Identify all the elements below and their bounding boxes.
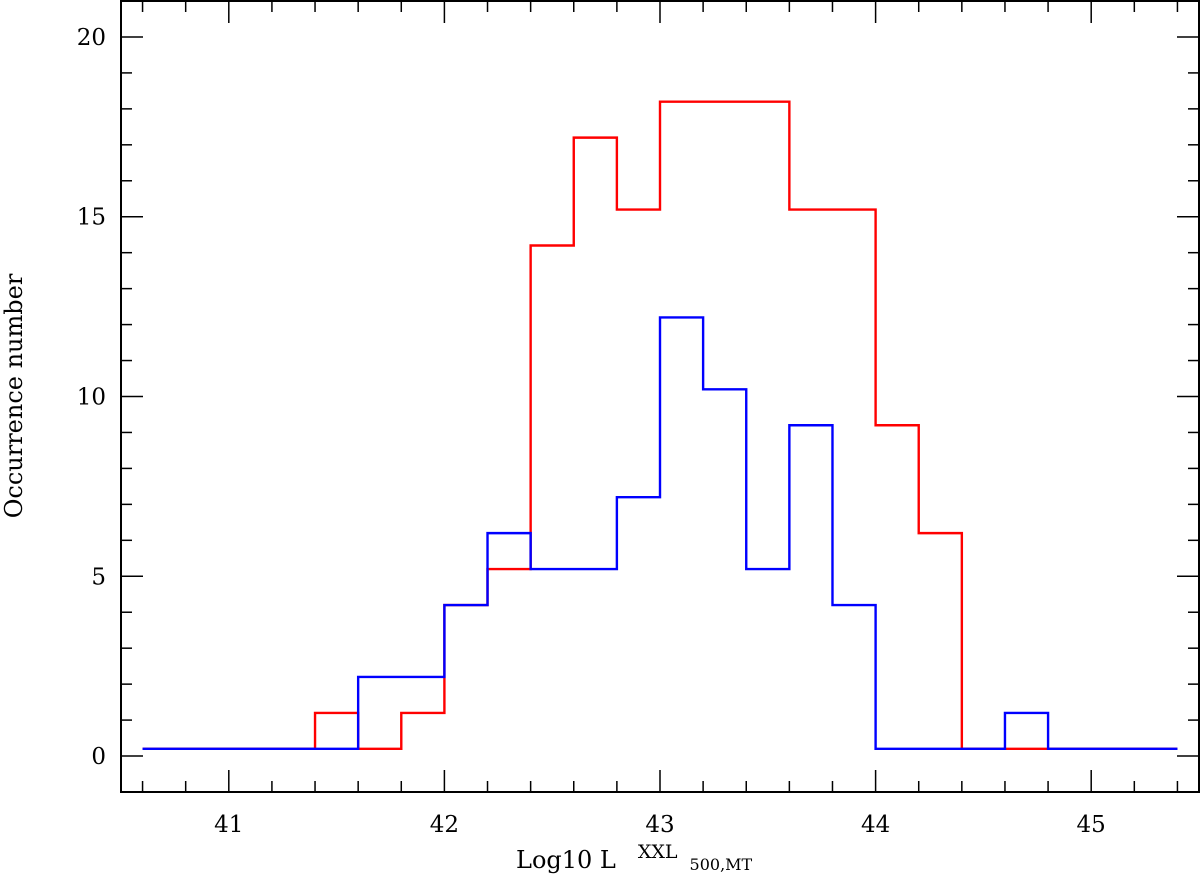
x-tick-label: 45	[1077, 812, 1106, 838]
x-tick-label: 42	[430, 812, 459, 838]
y-tick-label: 0	[91, 744, 106, 770]
histogram-series-1	[142, 100, 1178, 751]
x-axis-label-subscript: 500,MT	[690, 855, 753, 874]
y-axis-label: Occurrence number	[0, 273, 28, 518]
y-tick-label: 5	[91, 564, 106, 590]
x-tick-label: 41	[214, 812, 243, 838]
x-tick-label: 44	[861, 812, 890, 838]
y-tick-label: 15	[77, 205, 106, 231]
x-tick-label: 43	[645, 812, 674, 838]
ticks-layer: 41 42 43 44 45 0 5 10 15 20	[77, 0, 1199, 838]
y-tick-label: 20	[77, 25, 106, 51]
series-layer	[142, 100, 1178, 751]
x-axis-label: Log10 L XXL 500,MT	[516, 841, 753, 874]
x-axis-label-main: Log10 L	[516, 846, 616, 874]
y-tick-label: 10	[77, 385, 106, 411]
x-axis-label-superscript: XXL	[638, 841, 678, 863]
plot-frame	[120, 0, 1200, 793]
histogram-series-2	[142, 316, 1178, 751]
